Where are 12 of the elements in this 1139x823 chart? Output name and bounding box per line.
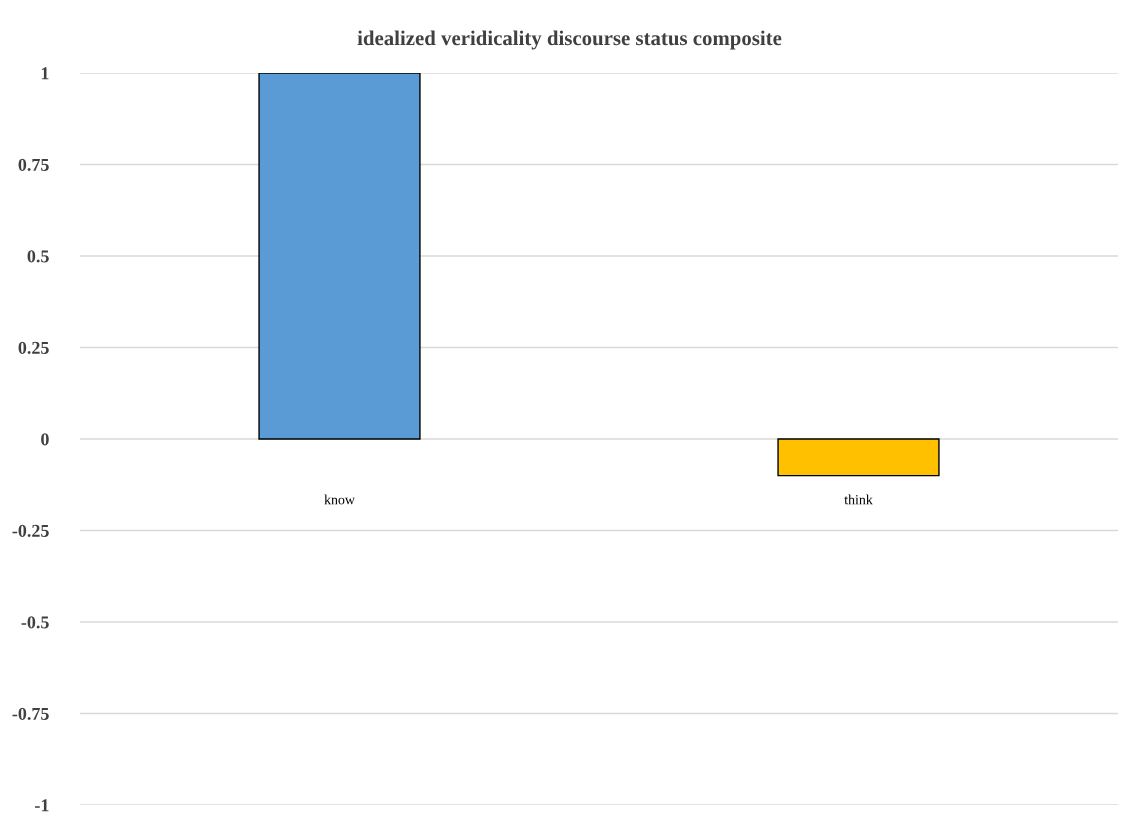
y-tick-label: 0.25 xyxy=(18,341,49,355)
y-tick-label: 0.75 xyxy=(18,158,49,172)
y-tick-label: 0.5 xyxy=(27,250,49,263)
y-tick-label: 1 xyxy=(41,67,49,80)
y-tick-label: -0.75 xyxy=(12,707,49,721)
chart-title: idealized veridicality discourse status composite xyxy=(357,30,782,50)
y-tick-label: -0.5 xyxy=(21,616,49,629)
x-tick-label: know xyxy=(324,494,355,505)
y-tick-label: -1 xyxy=(35,799,49,812)
y-tick-label: -0.25 xyxy=(12,524,49,538)
x-tick-label: think xyxy=(844,494,873,505)
y-tick-label: 0 xyxy=(41,433,49,446)
